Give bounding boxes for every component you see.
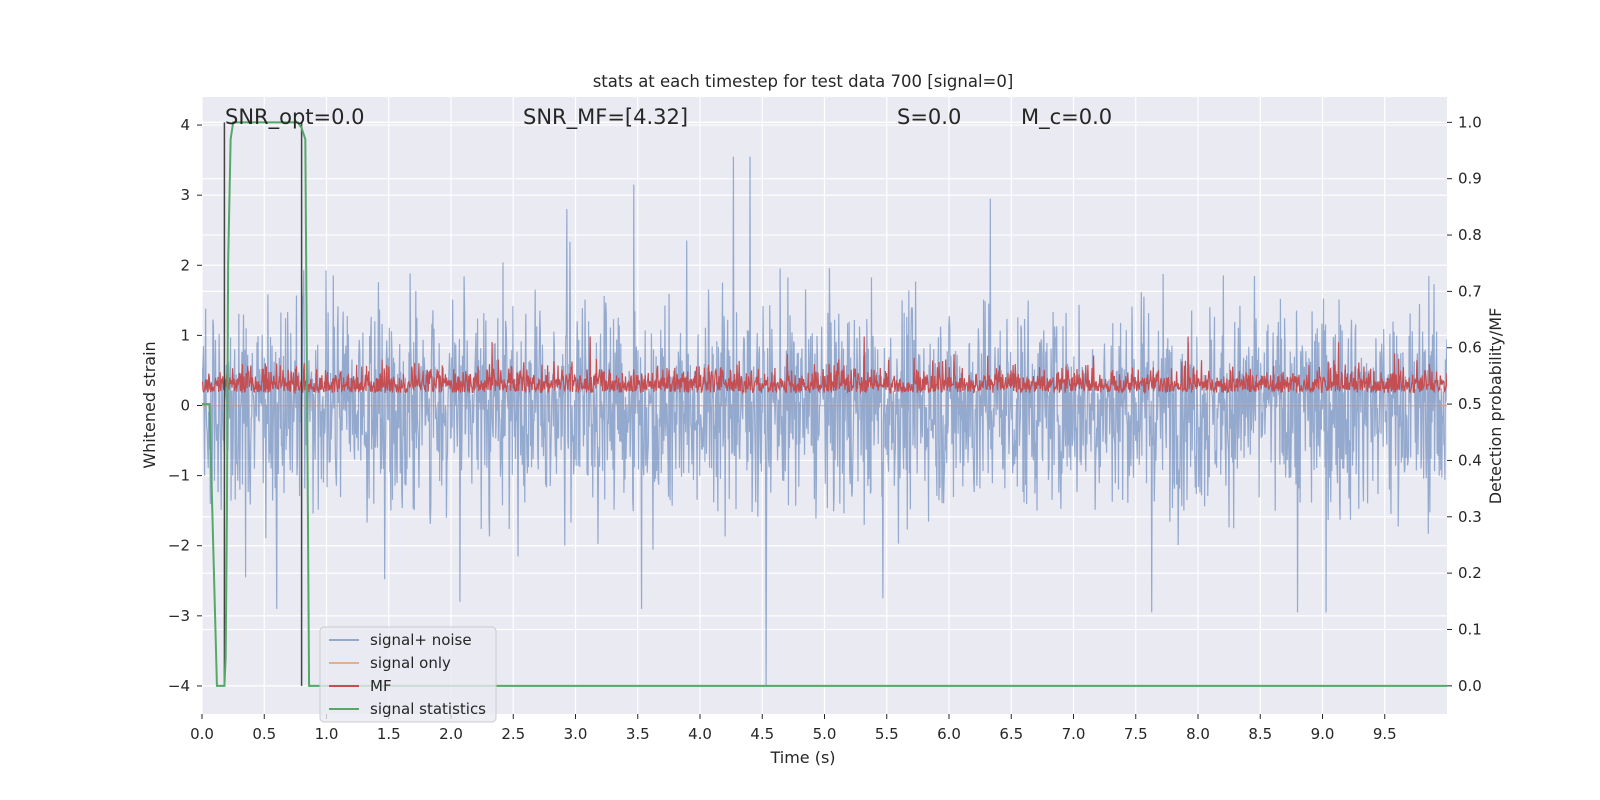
x-axis-label: Time (s) <box>769 748 835 767</box>
signal-statistics-line <box>202 121 1447 687</box>
signal-noise-line <box>202 156 1447 686</box>
marker-lines <box>223 122 303 686</box>
annotation-mc: M_c=0.0 <box>1021 105 1112 130</box>
x-tick-label: 0.0 <box>190 725 214 743</box>
series-signal-noise <box>202 156 1447 686</box>
annotation-snr-mf: SNR_MF=[4.32] <box>523 105 688 130</box>
legend-frame <box>319 626 497 723</box>
x-axis: 0.0 0.5 1.0 1.5 2.0 2.5 3.0 3.5 4.0 4.5 5.0 5.5 6.0 6… <box>190 714 1397 743</box>
chart-title: stats at each timestep for test data 700… <box>593 72 1014 91</box>
y-right-tick-label: 0.1 <box>1458 620 1482 638</box>
y-tick-label: −2 <box>168 537 190 555</box>
legend-label-signal-noise: signal+ noise <box>370 631 472 649</box>
y-tick-label: 1 <box>180 326 190 344</box>
y-right-tick-label: 0.9 <box>1458 170 1482 188</box>
y-axis-right: 0.0 0.1 0.2 0.3 0.4 0.5 0.6 0.7 0.8 0.9 1.0 <box>1447 113 1482 695</box>
x-tick-label: 1.0 <box>315 725 339 743</box>
y-axis-label: Whitened strain <box>140 341 159 468</box>
legend-label-signal-only: signal only <box>370 654 451 672</box>
y-right-tick-label: 0.0 <box>1458 677 1482 695</box>
y-tick-label: 2 <box>180 256 190 274</box>
x-tick-label: 2.5 <box>501 725 525 743</box>
x-tick-label: 5.5 <box>875 725 899 743</box>
x-tick-label: 9.5 <box>1373 725 1397 743</box>
y-tick-label: −3 <box>168 607 190 625</box>
series-signal-statistics <box>202 121 1447 687</box>
legend: signal+ noise signal only MF signal stat… <box>319 626 497 723</box>
mf-line <box>202 336 1447 395</box>
y-right-tick-label: 0.5 <box>1458 395 1482 413</box>
y-right-tick-label: 0.6 <box>1458 339 1482 357</box>
y-tick-label: 3 <box>180 186 190 204</box>
y-tick-label: −1 <box>168 467 190 485</box>
y-right-tick-label: 0.8 <box>1458 226 1482 244</box>
y-right-tick-label: 1.0 <box>1458 113 1482 131</box>
y-tick-label: 4 <box>180 116 190 134</box>
y-axis-left: −4 −3 −2 −1 0 1 2 3 4 <box>168 116 202 695</box>
x-tick-label: 6.5 <box>999 725 1023 743</box>
y-right-tick-label: 0.4 <box>1458 451 1482 469</box>
x-tick-label: 3.5 <box>626 725 650 743</box>
x-tick-label: 0.5 <box>252 725 276 743</box>
x-tick-label: 4.5 <box>750 725 774 743</box>
x-tick-label: 1.5 <box>377 725 401 743</box>
x-tick-label: 4.0 <box>688 725 712 743</box>
annotation-s: S=0.0 <box>897 105 961 129</box>
x-tick-label: 6.0 <box>937 725 961 743</box>
legend-label-mf: MF <box>370 677 392 695</box>
x-tick-label: 8.0 <box>1186 725 1210 743</box>
x-tick-label: 7.5 <box>1124 725 1148 743</box>
y-tick-label: 0 <box>180 397 190 415</box>
series-mf <box>202 336 1447 395</box>
x-tick-label: 8.5 <box>1248 725 1272 743</box>
y-right-tick-label: 0.7 <box>1458 282 1482 300</box>
annotation-snr-opt: SNR_opt=0.0 <box>225 105 365 130</box>
x-tick-label: 9.0 <box>1311 725 1335 743</box>
x-tick-label: 2.0 <box>439 725 463 743</box>
y-right-tick-label: 0.3 <box>1458 508 1482 526</box>
y-axis-right-label: Detection probability/MF <box>1486 308 1505 505</box>
legend-label-signal-statistics: signal statistics <box>370 700 486 718</box>
x-tick-label: 7.0 <box>1062 725 1086 743</box>
y-tick-label: −4 <box>168 677 190 695</box>
x-tick-label: 5.0 <box>813 725 837 743</box>
x-tick-label: 3.0 <box>564 725 588 743</box>
y-right-tick-label: 0.2 <box>1458 564 1482 582</box>
